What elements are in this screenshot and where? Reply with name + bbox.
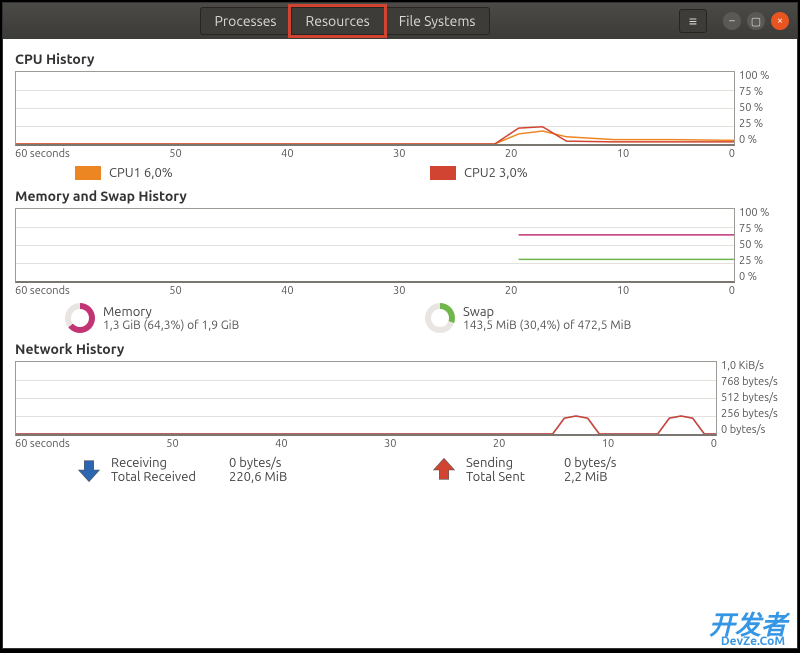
upload-arrow-icon [430, 456, 458, 484]
cpu-x-axis: 60 seconds50403020100 [15, 148, 785, 160]
cpu1-label: CPU1 6,0% [109, 166, 173, 180]
content-area: CPU History 100 %75 %50 %25 %0 % 60 seco… [3, 39, 797, 648]
network-x-axis: 60 seconds50403020100 [15, 438, 785, 450]
memory-y-axis: 100 %75 %50 %25 %0 % [735, 208, 785, 283]
tab-filesystems[interactable]: File Systems [384, 7, 491, 35]
cpu-legend: CPU1 6,0% CPU2 3,0% [15, 166, 785, 180]
network-history-title: Network History [15, 341, 785, 357]
swap-label: Swap 143,5 MiB (30,4%) of 472,5 MiB [463, 305, 631, 332]
cpu-y-axis: 100 %75 %50 %25 %0 % [735, 71, 785, 146]
memory-legend: Memory 1,3 GiB (64,3%) of 1,9 GiB Swap 1… [15, 303, 785, 333]
legend-receiving[interactable]: Receiving Total Received 0 bytes/s 220,6… [75, 456, 430, 484]
system-monitor-window: Processes Resources File Systems ≡ – ▢ ×… [2, 2, 798, 649]
legend-sending[interactable]: Sending Total Sent 0 bytes/s 2,2 MiB [430, 456, 785, 484]
network-chart-wrap: 1,0 KiB/s768 bytes/s512 bytes/s256 bytes… [15, 361, 785, 436]
cpu2-color-swatch [430, 166, 456, 180]
minimize-button[interactable]: – [723, 12, 741, 30]
memory-chart [15, 208, 735, 283]
sending-label-col: Sending Total Sent [466, 456, 556, 484]
close-button[interactable]: × [771, 12, 789, 30]
memory-label: Memory 1,3 GiB (64,3%) of 1,9 GiB [103, 305, 239, 332]
legend-swap[interactable]: Swap 143,5 MiB (30,4%) of 472,5 MiB [425, 303, 785, 333]
legend-cpu2[interactable]: CPU2 3,0% [430, 166, 785, 180]
network-chart [15, 361, 717, 436]
memory-history-title: Memory and Swap History [15, 188, 785, 204]
cpu-chart-wrap: 100 %75 %50 %25 %0 % [15, 71, 785, 146]
legend-cpu1[interactable]: CPU1 6,0% [75, 166, 430, 180]
maximize-button[interactable]: ▢ [747, 12, 765, 30]
tab-processes[interactable]: Processes [200, 7, 291, 35]
network-legend: Receiving Total Received 0 bytes/s 220,6… [15, 456, 785, 484]
legend-memory[interactable]: Memory 1,3 GiB (64,3%) of 1,9 GiB [65, 303, 425, 333]
watermark: 开发者 [709, 605, 787, 642]
memory-x-axis: 60 seconds50403020100 [15, 285, 785, 297]
watermark-sub: DevZe.CoM [721, 635, 785, 648]
window-controls: ≡ – ▢ × [679, 9, 789, 33]
memory-chart-wrap: 100 %75 %50 %25 %0 % [15, 208, 785, 283]
view-tabs: Processes Resources File Systems [200, 7, 491, 35]
receiving-value-col: 0 bytes/s 220,6 MiB [229, 456, 287, 484]
download-arrow-icon [75, 456, 103, 484]
receiving-label-col: Receiving Total Received [111, 456, 221, 484]
tab-resources[interactable]: Resources [291, 7, 384, 35]
network-y-axis: 1,0 KiB/s768 bytes/s512 bytes/s256 bytes… [717, 361, 785, 436]
titlebar: Processes Resources File Systems ≡ – ▢ × [3, 3, 797, 39]
hamburger-menu-button[interactable]: ≡ [679, 9, 707, 33]
cpu2-label: CPU2 3,0% [464, 166, 528, 180]
cpu1-color-swatch [75, 166, 101, 180]
cpu-history-title: CPU History [15, 51, 785, 67]
cpu-chart [15, 71, 735, 146]
sending-value-col: 0 bytes/s 2,2 MiB [564, 456, 616, 484]
